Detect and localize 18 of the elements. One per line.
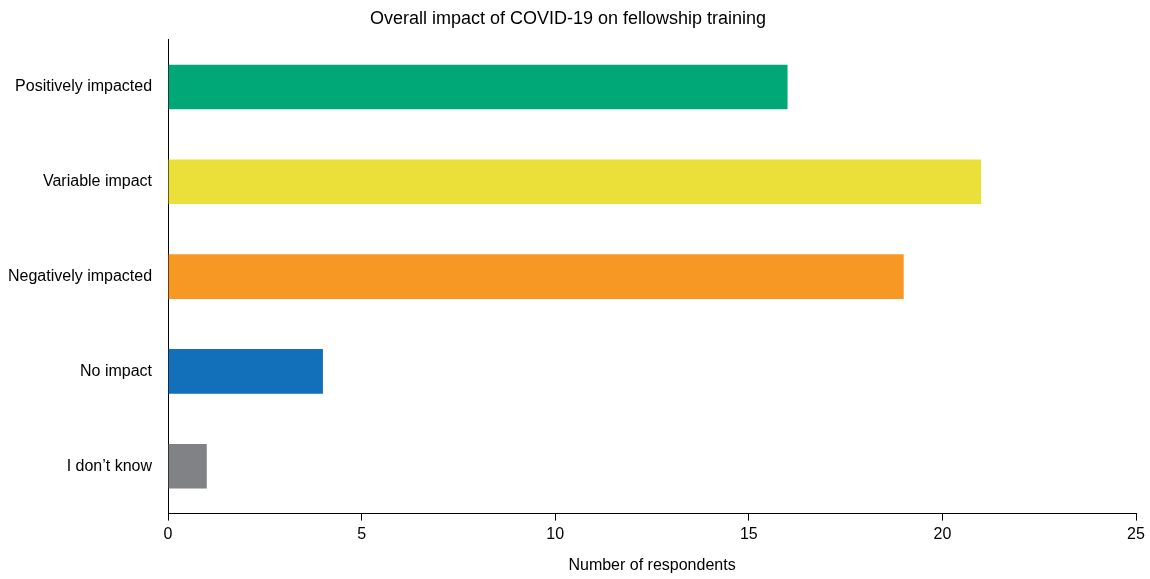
x-tick-label: 5: [357, 524, 367, 542]
y-tick-label: I don’t know: [66, 456, 153, 474]
x-tick-label: 15: [739, 524, 758, 542]
y-tick-label: Positively impacted: [15, 77, 153, 95]
x-axis-title: Number of respondents: [568, 555, 736, 573]
x-tick-label: 25: [1127, 524, 1145, 542]
bar: [168, 443, 207, 489]
y-tick-label: Negatively impacted: [7, 267, 153, 285]
y-tick-label: Variable impact: [42, 172, 153, 190]
chart-title: Overall impact of COVID-19 on fellowship training: [369, 7, 767, 28]
x-tick-label: 20: [933, 524, 952, 542]
bar: [168, 349, 323, 394]
y-tick-label: No impact: [80, 361, 153, 379]
bar: [168, 159, 982, 205]
x-tick-label: 10: [546, 524, 565, 542]
bar: [168, 254, 904, 299]
bar: [168, 64, 788, 110]
x-tick-label: 0: [163, 524, 173, 542]
